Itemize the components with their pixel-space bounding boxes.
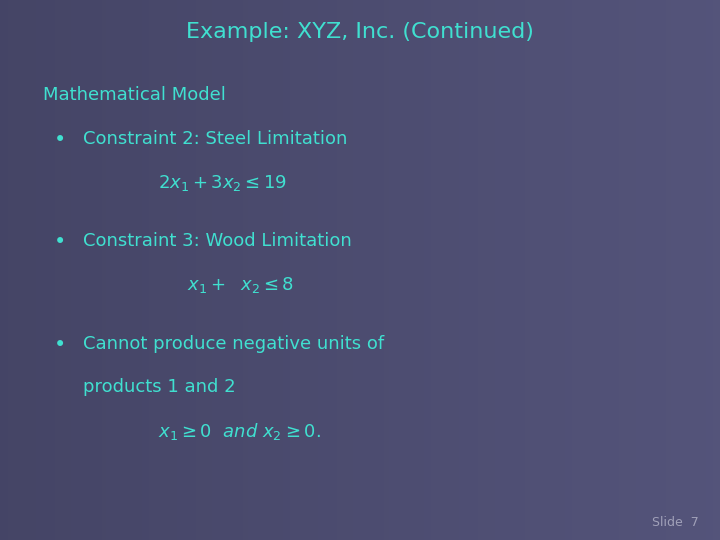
Text: •: • (54, 130, 66, 150)
Text: •: • (54, 335, 66, 355)
Text: $2x_1 + 3x_2 \leq 19$: $2x_1 + 3x_2 \leq 19$ (158, 173, 287, 193)
Text: Constraint 2: Steel Limitation: Constraint 2: Steel Limitation (83, 130, 347, 147)
Text: $x_1 \geq 0$  $\mathit{and}\ x_2 \geq 0.$: $x_1 \geq 0$ $\mathit{and}\ x_2 \geq 0.$ (158, 421, 321, 442)
Text: Cannot produce negative units of: Cannot produce negative units of (83, 335, 384, 353)
Text: Example: XYZ, Inc. (Continued): Example: XYZ, Inc. (Continued) (186, 22, 534, 42)
Text: •: • (54, 232, 66, 252)
Text: products 1 and 2: products 1 and 2 (83, 378, 235, 396)
Text: Constraint 3: Wood Limitation: Constraint 3: Wood Limitation (83, 232, 351, 250)
Text: $x_1 +\ \ x_2 \leq 8$: $x_1 +\ \ x_2 \leq 8$ (187, 275, 294, 295)
Text: Slide  7: Slide 7 (652, 516, 698, 529)
Text: Mathematical Model: Mathematical Model (43, 86, 226, 104)
